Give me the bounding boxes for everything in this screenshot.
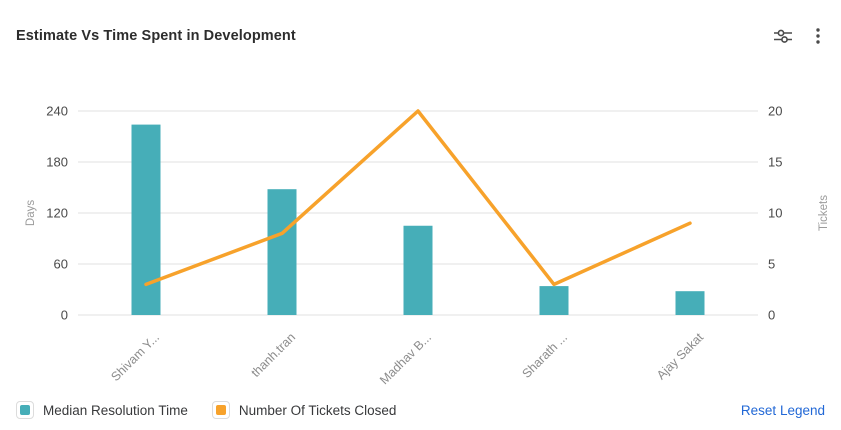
legend-swatch-color [215, 405, 226, 415]
right-axis-tick-labels: 0 5 10 15 20 [768, 104, 782, 323]
axis-tick-label: 60 [54, 257, 68, 272]
x-axis-label: Shivam Y... [108, 330, 162, 384]
axis-tick-label: 15 [768, 155, 782, 170]
line-series[interactable] [144, 109, 692, 287]
legend-bar: Median Resolution Time Number Of Tickets… [16, 395, 825, 425]
bar-series [131, 124, 705, 315]
axis-tick-label: 10 [768, 206, 782, 221]
axis-tick-label: 20 [768, 104, 782, 119]
bar[interactable] [403, 225, 433, 315]
axis-tick-label: 5 [768, 257, 775, 272]
x-axis-labels: Shivam Y... thanh.tran Madhav B... Sharath … [108, 330, 706, 387]
legend-items: Median Resolution Time Number Of Tickets… [16, 401, 396, 419]
chart-canvas: 0 60 120 180 240 0 5 10 15 20 Days Tickets Shivam Y.… [25, 104, 830, 388]
sliders-icon[interactable] [771, 24, 795, 48]
axis-tick-label: 0 [61, 308, 68, 323]
axis-tick-label: 180 [46, 155, 68, 170]
bar[interactable] [675, 291, 705, 315]
legend-label: Median Resolution Time [43, 402, 188, 418]
axis-tick-label: 120 [46, 206, 68, 221]
reset-legend-link[interactable]: Reset Legend [740, 402, 825, 418]
chart-title: Estimate Vs Time Spent in Development [16, 28, 296, 44]
kebab-menu-icon[interactable] [813, 24, 823, 48]
x-axis-label: thanh.tran [248, 330, 298, 380]
x-axis-label: Sharath ... [519, 330, 570, 381]
legend-label: Number Of Tickets Closed [238, 402, 397, 418]
legend-item-median-resolution-time[interactable]: Median Resolution Time [16, 401, 188, 419]
axis-tick-label: 240 [46, 104, 68, 119]
legend-item-number-of-tickets-closed[interactable]: Number Of Tickets Closed [211, 401, 397, 419]
x-axis-label: Madhav B... [377, 330, 434, 387]
header-actions [771, 24, 823, 48]
bar[interactable] [267, 189, 297, 315]
legend-swatch [16, 401, 34, 419]
legend-swatch-color [20, 405, 30, 415]
left-axis-name: Days [25, 200, 37, 226]
legend-swatch [211, 401, 230, 419]
right-axis-name: Tickets [818, 195, 830, 231]
bar[interactable] [539, 286, 569, 315]
x-axis-label: Ajay Sakat [654, 330, 707, 383]
card-header: Estimate Vs Time Spent in Development [0, 0, 841, 48]
bar[interactable] [131, 124, 161, 315]
axis-tick-label: 0 [768, 308, 775, 323]
left-axis-tick-labels: 0 60 120 180 240 [46, 104, 68, 323]
